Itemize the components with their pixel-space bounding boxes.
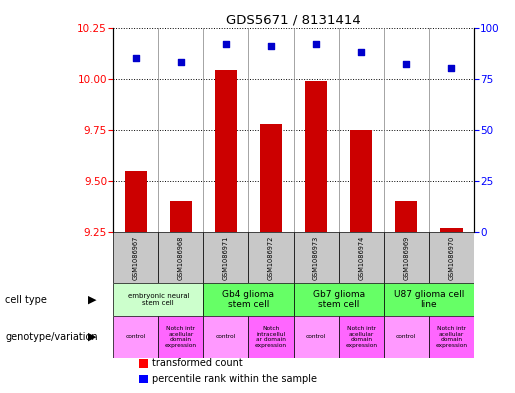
- Text: GSM1086969: GSM1086969: [403, 235, 409, 279]
- Bar: [139, 359, 148, 368]
- Bar: [248, 232, 294, 283]
- Text: genotype/variation: genotype/variation: [5, 332, 98, 342]
- Text: GSM1086972: GSM1086972: [268, 235, 274, 279]
- Bar: [350, 130, 372, 232]
- Bar: [384, 232, 428, 283]
- Text: GSM1086971: GSM1086971: [223, 235, 229, 279]
- Bar: [139, 375, 148, 384]
- Bar: [384, 316, 428, 358]
- Bar: [113, 283, 203, 316]
- Text: GSM1086968: GSM1086968: [178, 235, 184, 279]
- Bar: [428, 316, 474, 358]
- Bar: [294, 283, 384, 316]
- Text: Notch intr
acellular
domain
expression: Notch intr acellular domain expression: [165, 326, 197, 348]
- Text: Gb7 glioma
stem cell: Gb7 glioma stem cell: [313, 290, 365, 309]
- Text: control: control: [306, 334, 326, 340]
- Text: ▶: ▶: [89, 332, 97, 342]
- Text: GSM1086967: GSM1086967: [133, 235, 139, 279]
- Bar: [294, 232, 339, 283]
- Point: [222, 41, 230, 47]
- Bar: [260, 123, 282, 232]
- Text: Notch
intracellul
ar domain
expression: Notch intracellul ar domain expression: [255, 326, 287, 348]
- Bar: [440, 228, 462, 232]
- Bar: [248, 316, 294, 358]
- Bar: [159, 316, 203, 358]
- Bar: [215, 70, 237, 232]
- Text: Notch intr
acellular
domain
expression: Notch intr acellular domain expression: [435, 326, 467, 348]
- Bar: [428, 232, 474, 283]
- Point: [447, 65, 455, 72]
- Bar: [294, 316, 339, 358]
- Text: ▶: ▶: [89, 295, 97, 305]
- Text: transformed count: transformed count: [152, 358, 243, 368]
- Bar: [395, 201, 418, 232]
- Text: GSM1086973: GSM1086973: [313, 235, 319, 279]
- Point: [357, 49, 365, 55]
- Text: Notch intr
acellular
domain
expression: Notch intr acellular domain expression: [345, 326, 377, 348]
- Bar: [125, 171, 147, 232]
- Point: [312, 41, 320, 47]
- Text: embryonic neural
stem cell: embryonic neural stem cell: [128, 293, 189, 306]
- Bar: [339, 232, 384, 283]
- Text: GSM1086974: GSM1086974: [358, 235, 364, 279]
- Bar: [305, 81, 328, 232]
- Text: U87 glioma cell
line: U87 glioma cell line: [393, 290, 464, 309]
- Text: Gb4 glioma
stem cell: Gb4 glioma stem cell: [222, 290, 274, 309]
- Point: [177, 59, 185, 65]
- Bar: [159, 232, 203, 283]
- Title: GDS5671 / 8131414: GDS5671 / 8131414: [226, 13, 361, 26]
- Point: [132, 55, 140, 61]
- Text: percentile rank within the sample: percentile rank within the sample: [152, 374, 317, 384]
- Bar: [169, 201, 192, 232]
- Bar: [203, 283, 294, 316]
- Text: control: control: [396, 334, 416, 340]
- Point: [402, 61, 410, 68]
- Bar: [384, 283, 474, 316]
- Text: cell type: cell type: [5, 295, 47, 305]
- Text: GSM1086970: GSM1086970: [448, 235, 454, 279]
- Text: control: control: [126, 334, 146, 340]
- Text: control: control: [216, 334, 236, 340]
- Bar: [203, 316, 248, 358]
- Point: [267, 43, 275, 49]
- Bar: [113, 232, 159, 283]
- Bar: [113, 316, 159, 358]
- Bar: [203, 232, 248, 283]
- Bar: [339, 316, 384, 358]
